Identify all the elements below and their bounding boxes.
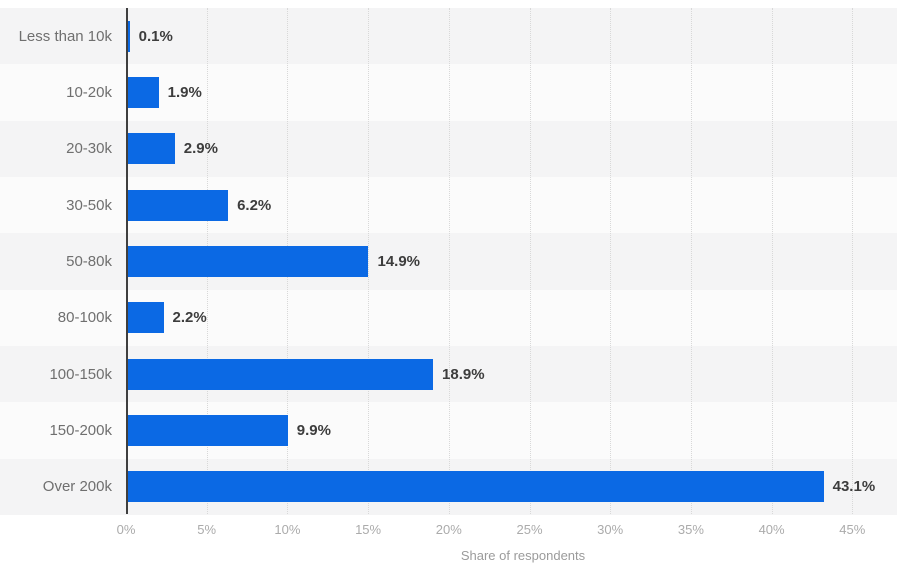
bar-80-100k[interactable] — [128, 302, 164, 334]
gridline — [852, 8, 854, 514]
gridline — [771, 8, 773, 514]
bar-less-than-10k[interactable] — [128, 20, 130, 52]
category-label-20-30k: 20-30k — [66, 140, 112, 158]
value-label: 43.1% — [832, 478, 876, 496]
bar-100-150k[interactable] — [128, 358, 434, 390]
category-label-80-100k: 80-100k — [57, 309, 112, 327]
x-tick-label: 45% — [839, 522, 866, 537]
value-label: 2.9% — [183, 140, 218, 158]
category-label-10-20k: 10-20k — [66, 83, 112, 101]
value-label: 0.1% — [138, 27, 173, 45]
row-band — [0, 8, 897, 65]
x-tick-label: 30% — [597, 522, 624, 537]
gridline — [448, 8, 450, 514]
bar-50-80k[interactable] — [128, 246, 369, 277]
value-label: 14.9% — [377, 252, 421, 270]
x-tick-label: 20% — [435, 522, 462, 537]
bar-10-20k[interactable] — [128, 77, 159, 108]
x-tick-label: 0% — [116, 522, 136, 537]
value-label: 18.9% — [442, 365, 485, 383]
x-axis-title: Share of respondents — [460, 548, 586, 563]
category-label-50-80k: 50-80k — [66, 252, 112, 270]
value-label: 1.9% — [167, 83, 202, 101]
category-label-100-150k: 100-150k — [49, 365, 112, 383]
category-label-150-200k: 150-200k — [49, 421, 112, 439]
x-tick-label: 25% — [516, 522, 543, 537]
y-axis-line — [126, 8, 128, 514]
bar-150-200k[interactable] — [128, 415, 288, 446]
bar-over-200k[interactable] — [128, 471, 824, 503]
bar-20-30k[interactable] — [128, 133, 175, 165]
gridline — [368, 8, 370, 514]
category-label-less-than-10k: Less than 10k — [18, 27, 112, 45]
gridline — [690, 8, 692, 514]
x-tick-label: 5% — [197, 522, 217, 537]
bar-30-50k[interactable] — [128, 189, 229, 221]
x-tick-label: 35% — [677, 522, 704, 537]
x-tick-label: 10% — [274, 522, 301, 537]
value-label: 9.9% — [296, 421, 331, 439]
gridline — [610, 8, 612, 514]
gridline — [529, 8, 531, 514]
category-label-30-50k: 30-50k — [66, 196, 112, 214]
x-tick-label: 40% — [758, 522, 785, 537]
value-label: 2.2% — [172, 309, 207, 327]
category-label-over-200k: Over 200k — [42, 478, 112, 496]
x-tick-label: 15% — [355, 522, 382, 537]
value-label: 6.2% — [237, 196, 272, 214]
